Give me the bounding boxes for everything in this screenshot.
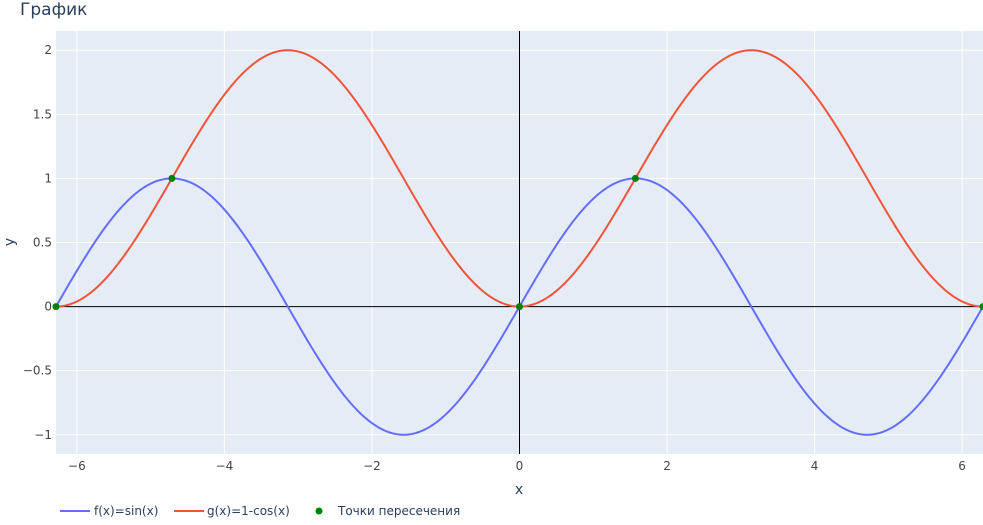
- intersection-point: [52, 303, 60, 311]
- legend-item-sin[interactable]: f(x)=sin(x): [60, 504, 158, 518]
- x-tick-label: 6: [958, 459, 966, 473]
- y-axis-title: y: [2, 238, 18, 246]
- x-tick-label: 2: [663, 459, 671, 473]
- legend-label-points: Точки пересечения: [337, 504, 460, 518]
- legend-label-sin: f(x)=sin(x): [94, 504, 158, 518]
- legend-item-points[interactable]: Точки пересечения: [315, 504, 461, 518]
- x-tick-label: −2: [363, 459, 381, 473]
- intersection-point: [516, 303, 523, 311]
- y-tick-label: −0.5: [23, 364, 52, 378]
- intersection-points: [52, 174, 983, 311]
- legend-label-cos: g(x)=1-cos(x): [207, 504, 290, 518]
- y-tick-label: 1: [44, 171, 52, 185]
- y-tick-label: 0: [44, 300, 52, 314]
- intersection-point: [168, 174, 176, 182]
- intersection-point: [631, 174, 639, 182]
- legend-item-cos[interactable]: g(x)=1-cos(x): [174, 504, 290, 518]
- y-tick-label: 0.5: [33, 236, 52, 250]
- x-axis-ticks: −6 −4 −2 0 2 4 6: [68, 459, 966, 473]
- y-tick-label: −1: [34, 428, 52, 442]
- x-tick-label: 0: [516, 459, 524, 473]
- y-tick-label: 1.5: [33, 107, 52, 121]
- y-axis-ticks: −1 −0.5 0 0.5 1 1.5 2: [23, 43, 52, 442]
- x-axis-title: x: [515, 482, 523, 498]
- intersection-point: [979, 303, 983, 311]
- legend-swatch-points: [315, 507, 323, 515]
- x-tick-label: −4: [216, 459, 234, 473]
- legend[interactable]: f(x)=sin(x) g(x)=1-cos(x) Точки пересече…: [60, 504, 460, 518]
- x-tick-label: −6: [68, 459, 86, 473]
- chart-title: График: [20, 0, 87, 20]
- x-tick-label: 4: [811, 459, 819, 473]
- y-tick-label: 2: [44, 43, 52, 57]
